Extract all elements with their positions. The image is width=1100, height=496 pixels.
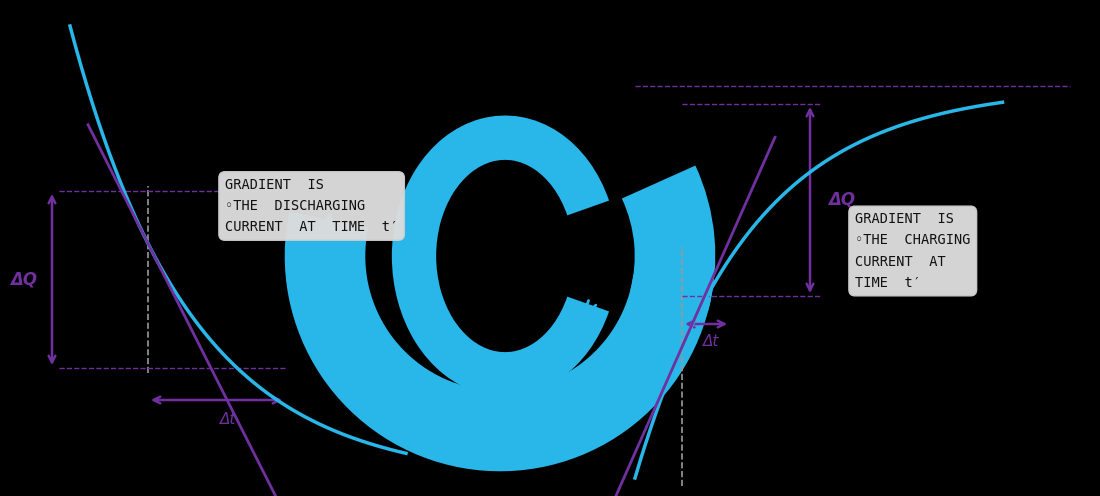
Text: GRADIENT  IS
◦THE  CHARGING
CURRENT  AT
TIME  t′: GRADIENT IS ◦THE CHARGING CURRENT AT TIM… xyxy=(855,212,970,290)
Text: Δt: Δt xyxy=(703,334,719,350)
Text: ΔQ: ΔQ xyxy=(11,270,37,289)
Text: ΔQ: ΔQ xyxy=(828,191,856,209)
Text: GRADIENT  IS
◦THE  DISCHARGING
CURRENT  AT  TIME  t′: GRADIENT IS ◦THE DISCHARGING CURRENT AT … xyxy=(226,178,398,234)
Text: Δt: Δt xyxy=(220,413,236,428)
